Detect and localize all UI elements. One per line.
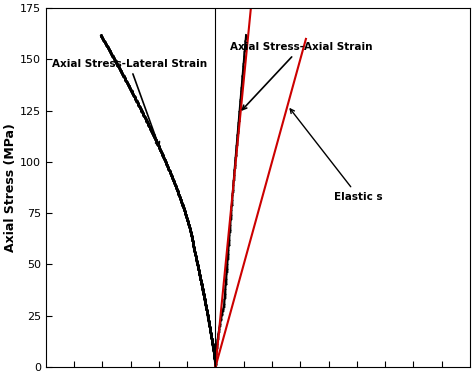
Text: Elastic s: Elastic s <box>290 109 383 202</box>
Text: 50% of E: 50% of E <box>0 376 1 377</box>
Text: Axial Stress-Axial Strain: Axial Stress-Axial Strain <box>229 42 372 110</box>
Text: Axial Stress-Lateral Strain: Axial Stress-Lateral Strain <box>52 58 207 146</box>
Y-axis label: Axial Stress (MPa): Axial Stress (MPa) <box>4 123 17 252</box>
